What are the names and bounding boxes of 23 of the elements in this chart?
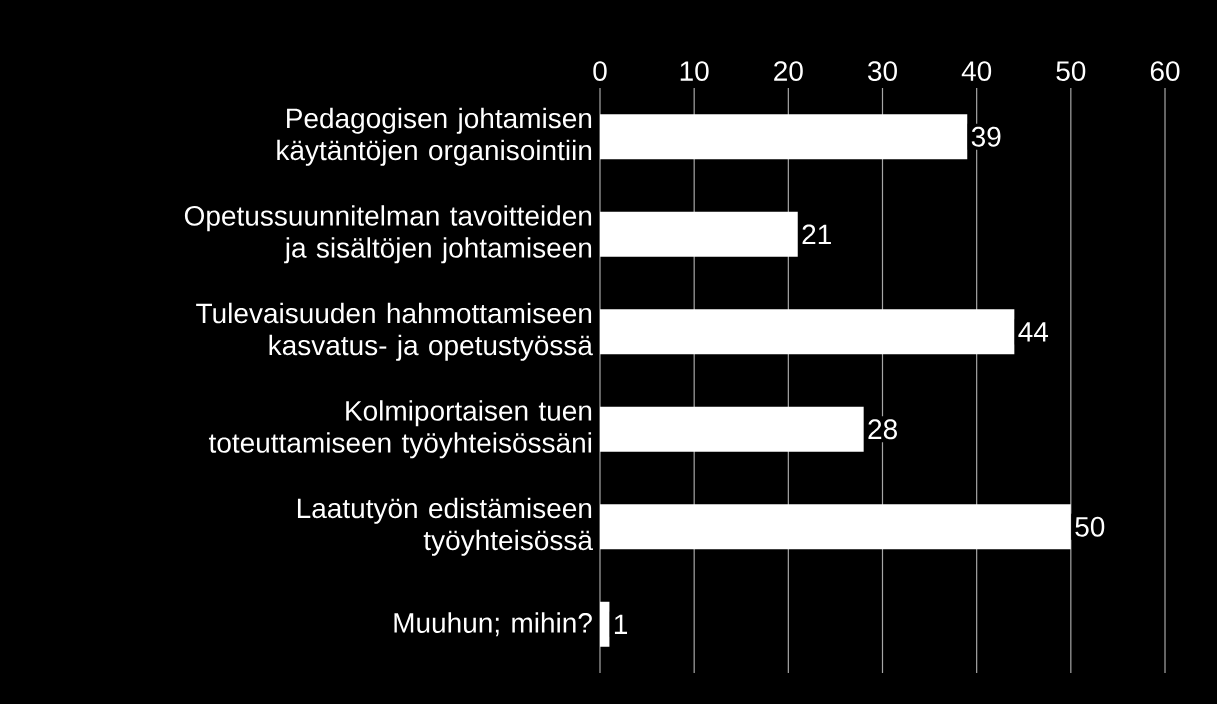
x-tick-label: 0 <box>593 61 607 81</box>
data-label: 21 <box>802 224 831 245</box>
x-tick-label: 10 <box>680 61 709 81</box>
data-label: 44 <box>1018 322 1049 342</box>
x-tick-label: 50 <box>1056 61 1086 81</box>
y-tick-label: Kolmiportaisen tuen toteuttamiseen työyhteisössäni <box>208 400 592 459</box>
y-tick-label: Pedagogisen johtamisen käytäntöjen organisointiin <box>277 107 592 166</box>
data-label: 50 <box>1075 516 1105 537</box>
y-tick-label: Laatutyön edistämiseen työyhteisössä <box>297 497 593 556</box>
bar <box>600 601 610 647</box>
x-tick-label: 60 <box>1150 61 1180 81</box>
bar <box>600 504 1071 550</box>
y-tick-label: Tulevaisuuden hahmottamiseen kasvatus- ja opetustyössä <box>196 302 593 361</box>
x-tick-label: 30 <box>867 61 897 81</box>
bar <box>600 309 1015 355</box>
y-tick-label: Muuhun; mihin? <box>394 612 592 637</box>
y-tick-label: Opetussuunnitelman tavoitteiden ja sisältöjen johtamiseen <box>184 205 592 264</box>
data-label: 28 <box>868 419 897 440</box>
x-tick-label: 40 <box>961 61 992 81</box>
x-tick-label: 20 <box>774 61 803 81</box>
data-label: 1 <box>614 614 628 634</box>
bar <box>600 406 864 452</box>
data-label: 39 <box>971 126 1001 147</box>
